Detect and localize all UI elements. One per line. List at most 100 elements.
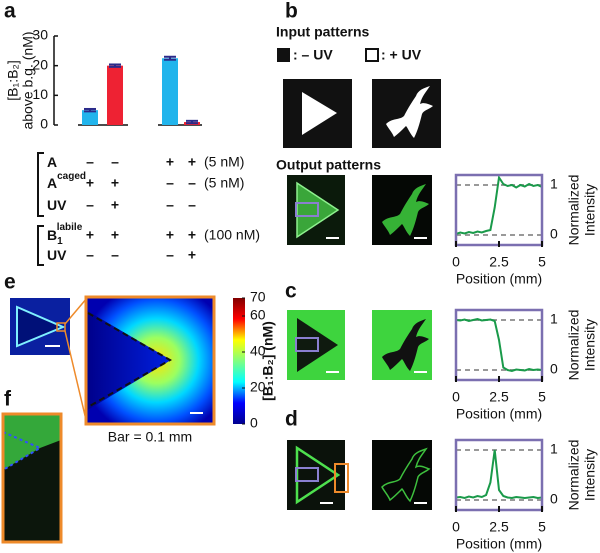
y-tick-label: 10 [32,86,48,102]
condition-sign: + [166,154,174,170]
x-tick-label: 0 [452,519,460,535]
colorbar-tick-label: 40 [250,343,266,359]
row-label-sub: 1 [57,236,63,247]
profile-line [455,317,543,373]
condition-sign: – [188,175,196,191]
heatmap-zoom [84,295,216,426]
condition-sign: – [166,197,174,213]
condition-note: (100 nM) [204,227,260,243]
row-label-main: A [47,175,57,191]
row-label-main: A [47,154,57,170]
output-image [372,440,432,510]
colorbar-tick-label: 20 [250,379,266,395]
y-axis-label: [B₁:B₂] [5,60,21,101]
condition-sign: – [188,197,196,213]
condition-sign: + [86,175,94,191]
condition-sign: + [166,227,174,243]
row-label-sup: caged [57,171,86,182]
condition-note: (5 nM) [204,154,244,170]
condition-sign: + [188,247,196,263]
scale-note: Bar = 0.1 mm [108,429,192,445]
y-axis-label: Normalized [566,175,582,246]
condition-sign: – [166,175,174,191]
row-label-main: UV [47,247,67,263]
y-tick-label: 0 [40,116,48,132]
row-label-main: UV [47,197,67,213]
colorbar [233,298,245,424]
condition-sign: – [111,247,119,263]
row-label: Acaged [47,171,86,191]
x-tick-label: 2.5 [489,389,509,405]
legend-text: : + UV [381,47,422,63]
panel-label: b [285,0,298,23]
panel-label: d [285,408,298,431]
panel-label: c [285,280,297,303]
output-image [287,175,345,245]
error-bar [84,107,96,113]
bracket [37,152,44,266]
row-label: B1 labile [47,222,83,247]
output-image [372,175,432,245]
heatmap-image [10,297,88,425]
x-tick-label: 2.5 [489,254,509,270]
bar [107,65,123,125]
condition-sign: – [166,247,174,263]
y-tick-label: 1 [550,176,558,192]
y-tick-label: 0 [550,226,558,242]
y-axis-label: Intensity [582,449,598,501]
y-axis-label: Intensity [582,319,598,371]
bar [82,110,98,125]
output-image [287,440,349,510]
y-tick-label: 0 [550,491,558,507]
legend-swatch [277,48,290,62]
y-tick-label: 20 [32,56,48,72]
condition-sign: – [86,247,94,263]
error-bar [186,119,198,125]
y-tick-label: 1 [550,441,558,457]
y-tick-label: 30 [32,27,48,43]
condition-note: (5 nM) [204,175,244,191]
panel-label: f [4,388,12,411]
error-bar [109,63,121,68]
legend-swatch [365,48,379,62]
panel-label: a [4,0,16,23]
x-axis-label: Position (mm) [456,536,542,552]
section-title: Output patterns [276,157,381,173]
condition-sign: + [188,154,196,170]
x-tick-label: 5 [538,519,546,535]
x-tick-label: 2.5 [489,519,509,535]
colorbar-tick-label: 60 [250,307,266,323]
x-tick-label: 0 [452,389,460,405]
triangle-pattern [302,92,337,135]
condition-sign: – [86,197,94,213]
condition-sign: – [111,154,119,170]
condition-sign: + [111,227,119,243]
x-tick-label: 5 [538,389,546,405]
section-title: Input patterns [276,24,370,40]
row-label-main: B [47,227,57,243]
y-axis-label: Normalized [566,440,582,511]
y-axis-label: above b.g. (nM) [20,31,36,129]
colorbar-tick-label: 0 [250,415,258,431]
panel-label: e [4,271,16,294]
condition-sign: – [86,154,94,170]
output-image [372,310,432,380]
condition-sign: + [188,227,196,243]
row-label: A [47,154,57,170]
x-axis-label: Position (mm) [456,271,542,287]
row-label: UV [47,247,67,263]
row-label: UV [47,197,67,213]
condition-sign: + [111,175,119,191]
output-image [287,310,345,380]
y-axis-label: Normalized [566,310,582,381]
x-tick-label: 5 [538,254,546,270]
x-axis-label: Position (mm) [456,406,542,422]
x-tick-label: 0 [452,254,460,270]
colorbar-tick-label: 70 [250,289,266,305]
condition-sign: + [111,197,119,213]
legend-text: : – UV [293,47,333,63]
profile-line [455,174,543,235]
row-label-sup: labile [57,222,83,233]
